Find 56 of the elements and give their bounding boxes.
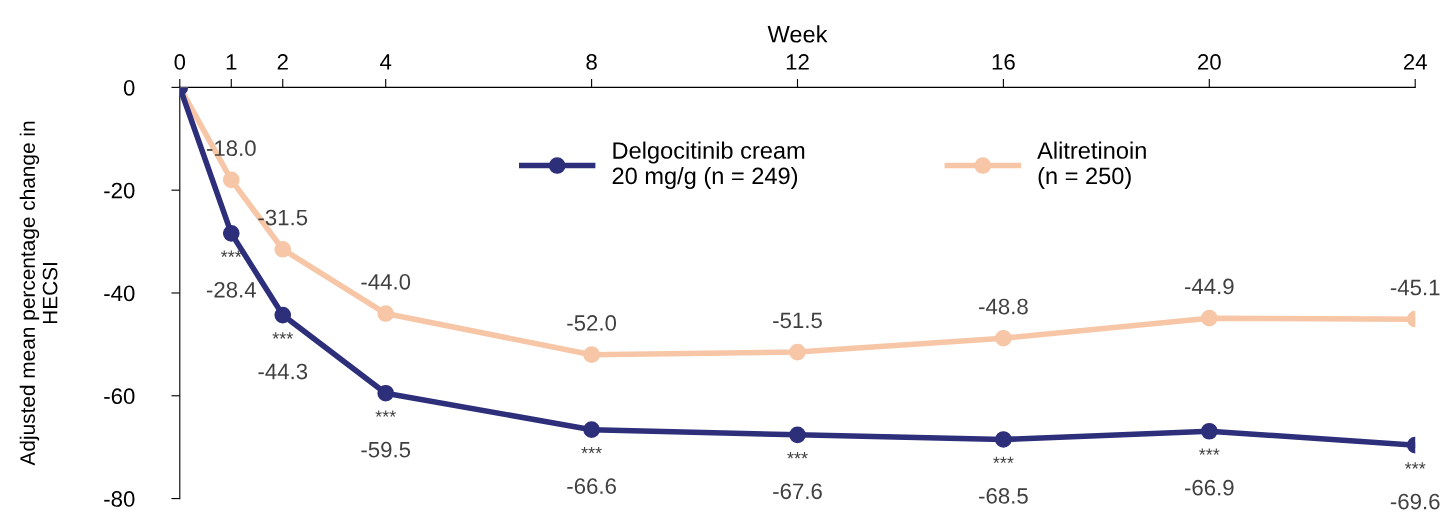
x-tick-label: 20 [1198,54,1221,70]
annotation: *** [272,332,294,339]
annotation: *** [993,456,1014,464]
data-label: -31.5 [258,209,308,226]
point [222,225,240,242]
point [222,171,240,189]
y-axis-title: Adjusted mean percentage change in HECSI [19,121,58,466]
y-tick-label: -60 [104,388,135,405]
x-tick-label: 4 [380,54,392,70]
point [583,421,600,439]
point [274,240,292,258]
point [995,431,1012,448]
y-tick-label: -40 [104,285,135,302]
point [995,329,1012,347]
point [789,343,806,361]
annotation: *** [1404,462,1426,469]
point [583,346,600,363]
annotation: *** [221,250,242,257]
data-label: -44.0 [361,273,411,290]
annotation: *** [375,410,396,417]
data-label: -66.6 [567,478,616,494]
data-label: -66.9 [1184,479,1234,496]
data-label: -45.1 [1390,279,1440,296]
data-label: -67.6 [773,483,822,500]
point [1200,422,1218,440]
annotation: *** [581,446,602,454]
point [1200,309,1218,327]
x-tick-label: 16 [992,54,1015,70]
data-label: -44.9 [1184,278,1234,295]
annotation: *** [787,452,808,459]
x-tick-label: 24 [1403,54,1427,70]
y-tick-label: 0 [123,79,135,96]
x-tick-label: 1 [226,54,237,70]
data-label: -59.5 [361,441,411,458]
data-label: -18.0 [206,140,256,157]
data-label: -44.3 [258,363,308,380]
x-tick-label: 0 [174,54,186,70]
point [377,384,395,402]
y-tick-label: -80 [104,491,135,507]
point [274,306,292,324]
data-label: -48.8 [979,298,1028,315]
point [377,305,395,322]
legend-label: Delgocitinib cream 20 mg/g (n = 249) [612,141,805,189]
data-label: -52.0 [567,315,617,331]
y-tick-label: -20 [104,182,135,199]
point [789,426,806,444]
x-tick-label: 8 [586,54,597,70]
annotation: *** [1199,448,1220,455]
x-tick-label: 12 [786,54,809,70]
x-axis-title: Week [767,25,828,43]
data-label: -68.5 [979,488,1028,504]
x-tick-label: 2 [277,54,288,70]
legend-label: Alitretinoin (n = 250) [1037,141,1146,189]
data-label: -51.5 [773,312,822,329]
data-label: -28.4 [206,281,256,298]
data-label: -69.6 [1390,493,1440,510]
